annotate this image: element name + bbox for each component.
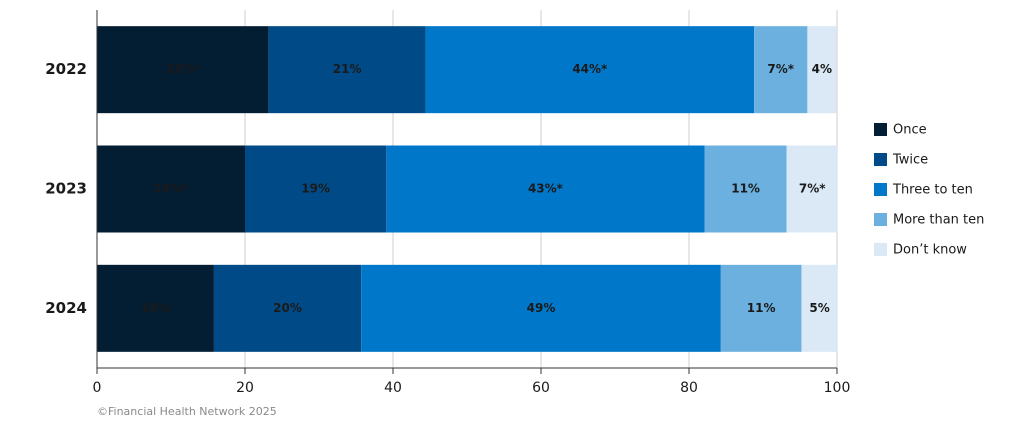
data-label: 7%* (799, 182, 826, 196)
bar-segment (720, 264, 802, 352)
legend-label: More than ten (893, 213, 984, 228)
bar-segment (786, 145, 838, 233)
bar-segment (97, 26, 269, 114)
data-label: 23%* (165, 62, 201, 76)
data-label: 11% (747, 301, 776, 315)
y-tick-label: 2022 (45, 60, 87, 78)
bar-segment (807, 26, 837, 114)
y-tick-label: 2023 (45, 180, 87, 198)
data-label: 19% (301, 182, 330, 196)
data-label: 11% (731, 182, 760, 196)
data-label: 4% (812, 62, 832, 76)
x-tick-label: 20 (236, 380, 254, 396)
bar-segment (268, 26, 426, 114)
x-tick-label: 80 (680, 380, 698, 396)
x-tick-label: 40 (384, 380, 402, 396)
bar-segment (213, 264, 362, 352)
legend-swatch (874, 183, 887, 196)
bar-segment (704, 145, 787, 233)
data-label: 20% (273, 301, 302, 315)
x-tick-label: 60 (532, 380, 550, 396)
legend-swatch (874, 153, 887, 166)
legend-label: Once (893, 123, 927, 138)
legend-label: Don’t know (893, 243, 967, 258)
data-label: 44%* (572, 62, 608, 76)
data-label: 49% (527, 301, 556, 315)
bar-segment (754, 26, 808, 114)
data-label: 21% (333, 62, 362, 76)
bar-segment (361, 264, 721, 352)
bar-segment (97, 264, 214, 352)
bar-segment (97, 145, 245, 233)
legend-swatch (874, 243, 887, 256)
data-label: 43%* (528, 182, 564, 196)
data-label: 16% (141, 301, 170, 315)
bar-segment (245, 145, 387, 233)
legend-swatch (874, 213, 887, 226)
x-tick-label: 0 (93, 380, 102, 396)
bar-segment (386, 145, 705, 233)
data-label: 20%* (154, 182, 190, 196)
legend-swatch (874, 123, 887, 136)
source-note: ©Financial Health Network 2025 (97, 405, 277, 418)
data-label: 7%* (767, 62, 794, 76)
legend-label: Three to ten (892, 183, 973, 198)
legend-label: Twice (892, 153, 928, 168)
bar-segment (801, 264, 838, 352)
data-label: 5% (809, 301, 829, 315)
y-tick-label: 2024 (45, 299, 87, 317)
x-tick-label: 100 (824, 380, 851, 396)
bar-segment (425, 26, 755, 114)
